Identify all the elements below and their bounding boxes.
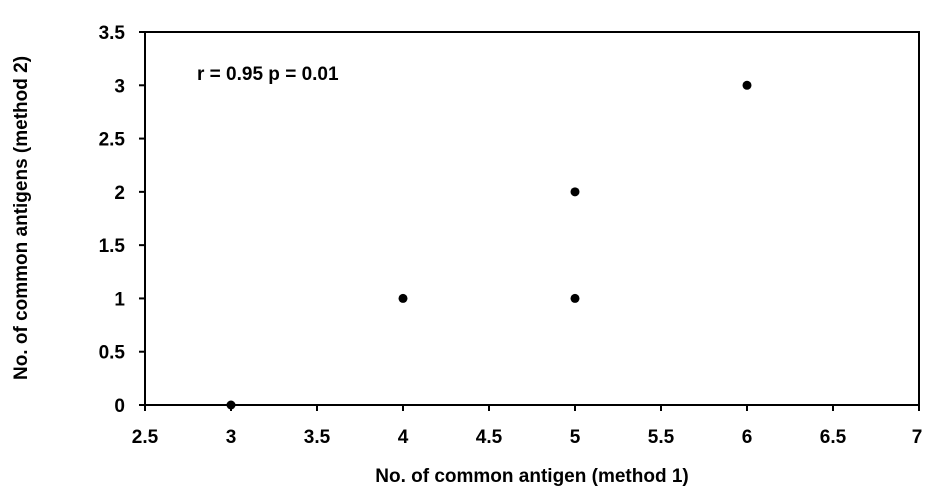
x-tick-label: 4 — [398, 427, 409, 448]
data-point — [398, 293, 408, 303]
x-tick-label: 3.5 — [304, 427, 331, 448]
y-axis-title: No. of common antigens (method 2) — [11, 56, 32, 380]
y-tick-label: 2 — [114, 183, 125, 204]
x-tick-label: 4.5 — [476, 427, 503, 448]
x-tick-label: 7 — [912, 427, 923, 448]
y-tick-label: 2.5 — [99, 130, 126, 151]
x-tick-label: 5.5 — [648, 427, 675, 448]
plot-frame — [144, 31, 920, 406]
data-point — [226, 400, 236, 410]
x-tick-label: 5 — [570, 427, 581, 448]
data-points — [226, 80, 752, 410]
data-point — [742, 80, 752, 90]
x-tick-label: 6.5 — [820, 427, 847, 448]
x-tick-label: 2.5 — [132, 427, 159, 448]
y-tick-label: 1.5 — [99, 236, 126, 257]
y-tick-label: 3.5 — [99, 23, 126, 44]
correlation-annotation: r = 0.95 p = 0.01 — [197, 64, 339, 85]
x-tick-label: 6 — [742, 427, 753, 448]
y-tick-label: 0.5 — [99, 343, 126, 364]
y-tick-label: 0 — [114, 396, 125, 417]
x-axis-title: No. of common antigen (method 1) — [375, 466, 689, 487]
data-point — [570, 187, 580, 197]
x-axis-ticks: 2.5 3 3.5 4 4.5 5 5.5 6 6.5 7 — [132, 405, 923, 448]
y-axis-ticks: 0 0.5 1 1.5 2 2.5 3 3.5 — [99, 23, 145, 417]
y-tick-label: 1 — [114, 289, 125, 310]
x-tick-label: 3 — [226, 427, 237, 448]
y-tick-label: 3 — [114, 76, 125, 97]
data-point — [570, 293, 580, 303]
